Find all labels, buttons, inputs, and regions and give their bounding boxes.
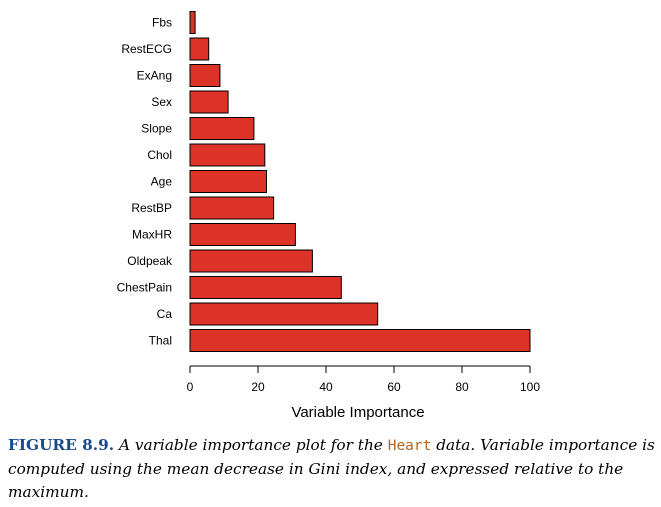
category-label-ca: Ca: [157, 307, 173, 321]
category-label-slope: Slope: [141, 122, 172, 136]
bars-group: [189, 11, 531, 352]
bar-thal: [189, 329, 531, 352]
figure-label: FIGURE 8.9.: [8, 436, 115, 454]
category-label-chestpain: ChestPain: [117, 281, 172, 295]
category-label-oldpeak: Oldpeak: [127, 254, 173, 268]
bar-fbs: [189, 11, 196, 34]
bar-age: [189, 170, 267, 193]
category-label-chol: Chol: [147, 148, 172, 162]
x-tick-label-100: 100: [520, 380, 540, 394]
category-label-restbp: RestBP: [131, 201, 172, 215]
bar-slope: [189, 117, 255, 140]
category-label-exang: ExAng: [137, 69, 172, 83]
bar-restecg: [189, 37, 210, 61]
category-labels: Fbs RestECG ExAng Sex Slope Chol Age RestBP MaxH…: [117, 16, 173, 348]
category-label-fbs: Fbs: [152, 16, 172, 30]
bar-oldpeak: [189, 249, 313, 273]
x-tick-label-0: 0: [187, 380, 194, 394]
category-label-maxhr: MaxHR: [132, 228, 172, 242]
caption-text-after: data. Variable importance is computed us…: [8, 436, 655, 501]
caption-code-heart: Heart: [387, 438, 432, 454]
x-tick-label-80: 80: [455, 380, 469, 394]
category-label-thal: Thal: [149, 334, 172, 348]
bar-chestpain: [189, 276, 342, 299]
bar-exang: [189, 64, 221, 87]
caption-text-before: A variable importance plot for the: [118, 436, 388, 454]
category-label-sex: Sex: [151, 95, 172, 109]
bar-restbp: [189, 196, 275, 220]
category-label-restecg: RestECG: [121, 42, 172, 56]
bar-maxhr: [189, 223, 296, 246]
category-label-age: Age: [151, 175, 173, 189]
variable-importance-chart: Fbs RestECG ExAng Sex Slope Chol Age RestBP MaxH…: [117, 11, 540, 421]
x-axis: 0 20 40 60 80 100: [187, 365, 540, 394]
bar-chol: [189, 143, 266, 167]
bar-ca: [189, 302, 379, 326]
x-tick-label-60: 60: [387, 380, 401, 394]
x-axis-title: Variable Importance: [291, 404, 424, 421]
x-tick-label-40: 40: [319, 380, 333, 394]
x-tick-label-20: 20: [251, 380, 265, 394]
bar-sex: [189, 90, 229, 114]
figure-caption: FIGURE 8.9. A variable importance plot f…: [8, 434, 656, 504]
